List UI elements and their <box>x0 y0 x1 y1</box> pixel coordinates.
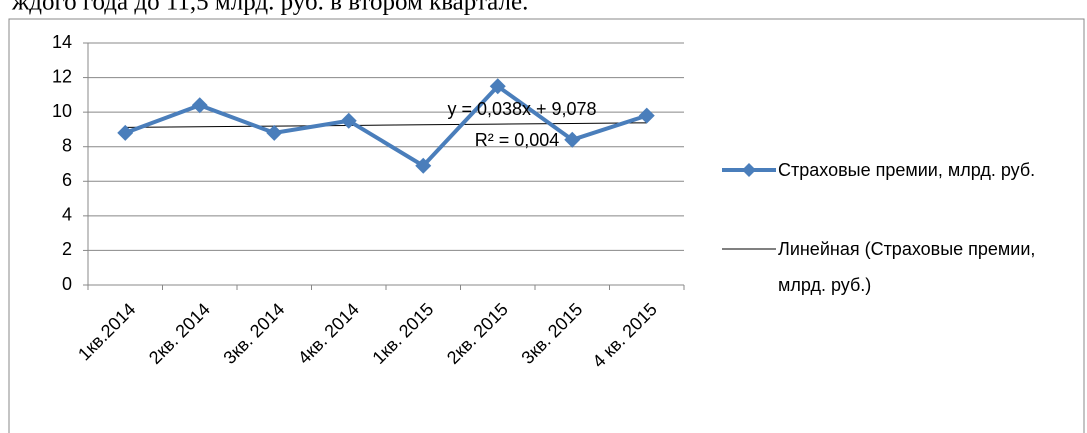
x-tick-label: 4 кв. 2015 <box>588 299 660 371</box>
y-tick-label: 8 <box>62 135 72 155</box>
text-above: ждого года до 11,5 млрд. руб. в втором к… <box>11 0 528 16</box>
y-tick-label: 2 <box>62 239 72 259</box>
series-line <box>124 84 648 168</box>
x-tick-label: 4кв. 2014 <box>294 299 363 368</box>
point <box>117 124 134 141</box>
x-tick-label: 1кв. 2015 <box>368 299 437 368</box>
y-tick-label: 4 <box>62 205 72 225</box>
point <box>340 112 357 129</box>
point <box>564 131 581 148</box>
x-tick-label: 3кв. 2014 <box>219 299 288 368</box>
annotation: R² = 0,004 <box>475 130 560 150</box>
x-tick-label: 1кв.2014 <box>74 299 139 364</box>
point <box>266 124 283 141</box>
trend-line <box>125 122 647 128</box>
x-tick-label: 2кв. 2014 <box>145 299 214 368</box>
y-tick-label: 6 <box>62 170 72 190</box>
legend-entry: Страховые премии, млрд. руб. <box>778 160 1036 180</box>
y-tick-label: 10 <box>52 101 72 121</box>
x-tick-label: 2кв. 2015 <box>443 299 512 368</box>
legend-marker <box>742 163 756 177</box>
chart-border <box>8 18 1085 433</box>
y-tick-label: 14 <box>52 32 72 52</box>
y-tick-label: 0 <box>62 274 72 294</box>
point <box>638 107 655 124</box>
point <box>191 97 208 114</box>
legend-entry: Линейная (Страховые премии, млрд. руб.) <box>778 239 1036 295</box>
point <box>489 78 506 95</box>
x-tick-label: 3кв. 2015 <box>517 299 586 368</box>
annotation: y = 0,038x + 9,078 <box>447 99 596 119</box>
point <box>415 157 432 174</box>
y-tick-label: 12 <box>52 66 72 86</box>
